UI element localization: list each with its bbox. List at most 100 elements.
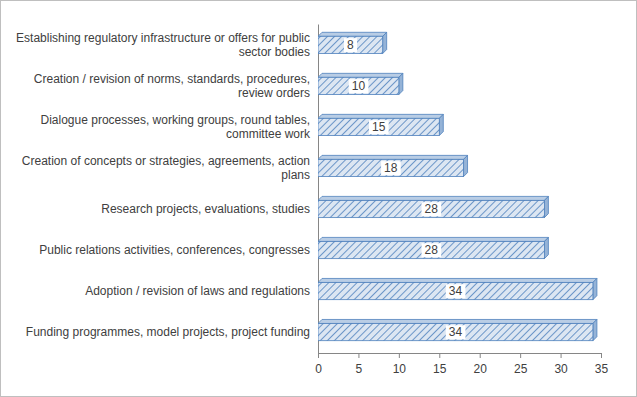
y-tick: Research projects, evaluations, studies [101,202,318,216]
bar [318,282,593,299]
bar-side [439,114,443,135]
x-tick: 25 [514,353,528,376]
bar [318,241,544,258]
data-label-bg [349,79,369,93]
data-label: 28 [425,202,439,216]
label-line: Creation / revision of norms, standards,… [34,72,310,86]
data-label-bg [446,284,466,298]
label-line: Research projects, evaluations, studies [101,202,310,216]
data-labels: 8 10 15 18 28 28 34 34 [344,38,465,339]
y-tick-label: Adoption / revision of laws and regulati… [85,284,310,298]
x-tick-mark [439,353,440,358]
y-tick: Dialogue processes, working groups, roun… [41,113,318,141]
data-label-bg [422,243,442,257]
bar-top [318,155,468,159]
label-line: Funding programmes, model projects, proj… [26,325,310,339]
x-tick: 0 [315,353,322,376]
x-tick-mark [318,353,319,358]
data-label-bg [381,161,401,175]
x-tick: 10 [393,353,407,376]
bar-side [593,278,597,299]
y-tick-label: Creation / revision of norms, standards,… [34,72,310,100]
y-tick: Funding programmes, model projects, proj… [26,325,318,339]
y-axis: Establishing regulatory infrastructure o… [16,25,318,354]
y-tick-label: Public relations activities, conferences… [39,243,310,257]
x-tick-label: 10 [393,362,407,376]
bar-side [544,237,548,258]
bar [318,118,439,135]
bar-side [544,196,548,217]
label-line: Establishing regulatory infrastructure o… [16,31,310,45]
x-axis: 0 5 10 15 20 25 30 35 [315,353,608,376]
plot: 0 5 10 15 20 25 30 35 Establishing regulatory in… [16,25,608,377]
label-line: Creation of concepts or strategies, agre… [22,154,310,168]
x-tick-mark [601,353,602,358]
y-tick: Creation / revision of norms, standards,… [34,72,318,100]
y-tick: Adoption / revision of laws and regulati… [85,284,318,298]
y-tick: Creation of concepts or strategies, agre… [22,154,318,182]
data-label-bg [422,202,442,216]
label-line: sector bodies [239,45,310,59]
bar-side [399,73,403,94]
y-tick-label: Dialogue processes, working groups, roun… [41,113,311,141]
bar-side [593,319,597,340]
bar [318,323,593,340]
label-line: Dialogue processes, working groups, roun… [41,113,310,127]
x-tick: 35 [595,353,609,376]
bar [318,36,383,53]
bar-side [464,155,468,176]
data-label: 34 [449,284,463,298]
label-line: plans [281,168,310,182]
x-tick: 30 [554,353,568,376]
data-label-bg [369,120,389,134]
label-line: Adoption / revision of laws and regulati… [85,284,310,298]
data-label: 34 [449,325,463,339]
bar-top [318,32,387,36]
y-tick-label: Funding programmes, model projects, proj… [26,325,310,339]
bar-top [318,278,597,282]
data-label: 8 [347,38,354,52]
y-tick: Establishing regulatory infrastructure o… [16,31,318,59]
x-tick: 5 [356,353,363,376]
x-tick-mark [480,353,481,358]
bar-top [318,196,548,200]
x-tick-mark [358,353,359,358]
label-line: Public relations activities, conferences… [39,243,310,257]
bar-top [318,114,443,118]
label-line: committee work [226,127,311,141]
y-tick-label: Creation of concepts or strategies, agre… [22,154,310,182]
bar [318,77,399,94]
y-axis-line [318,25,319,354]
bar [318,200,544,217]
bar [318,159,464,176]
chart: 0 5 10 15 20 25 30 35 Establishing regulatory in… [0,0,637,397]
label-line: review orders [238,86,310,100]
bar-side [383,32,387,53]
x-tick-label: 5 [356,362,363,376]
x-tick-label: 25 [514,362,528,376]
data-label-bg [344,38,357,52]
bar-top [318,319,597,323]
x-tick-label: 20 [474,362,488,376]
bars [318,32,597,340]
y-tick-label: Establishing regulatory infrastructure o… [16,31,310,59]
frame [1,1,637,397]
x-tick-label: 30 [554,362,568,376]
x-tick-mark [561,353,562,358]
data-label-bg [446,325,466,339]
data-label: 18 [384,161,398,175]
data-label: 15 [372,120,386,134]
bar-top [318,237,548,241]
x-tick-label: 15 [433,362,447,376]
x-tick-label: 35 [595,362,609,376]
data-label: 28 [425,243,439,257]
x-tick-mark [399,353,400,358]
x-tick: 20 [474,353,488,376]
x-axis-line [319,354,602,359]
data-label: 10 [352,79,366,93]
bar-top [318,73,403,77]
y-tick-label: Research projects, evaluations, studies [101,202,310,216]
y-tick: Public relations activities, conferences… [39,243,318,257]
x-tick-mark [520,353,521,358]
x-tick: 15 [433,353,447,376]
